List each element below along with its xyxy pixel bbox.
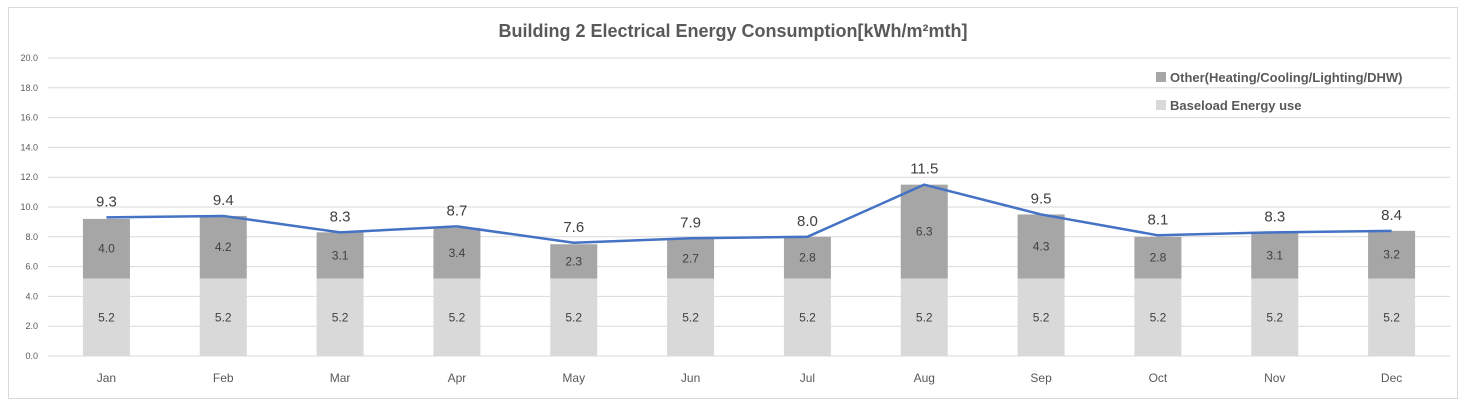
bar-baseload — [667, 278, 715, 356]
chart-title: Building 2 Electrical Energy Consumption… — [498, 21, 967, 41]
bar-other-label: 3.4 — [449, 246, 466, 260]
bar-baseload — [433, 278, 481, 356]
y-tick-label: 4.0 — [25, 291, 38, 301]
x-tick-label: Apr — [448, 371, 467, 385]
bar-other-label: 2.8 — [799, 251, 816, 265]
bar-baseload-label: 5.2 — [1150, 310, 1167, 324]
bar-baseload — [550, 278, 598, 356]
y-tick-label: 0.0 — [25, 351, 38, 361]
legend-swatch-other — [1156, 72, 1166, 82]
total-label: 8.1 — [1147, 211, 1168, 228]
bar-other — [783, 236, 831, 279]
y-tick-label: 6.0 — [25, 262, 38, 272]
x-tick-label: Jul — [800, 371, 815, 385]
bar-other-label: 4.2 — [215, 240, 232, 254]
bar-baseload — [1017, 278, 1065, 356]
chart-frame — [8, 7, 1458, 399]
total-label: 9.5 — [1031, 190, 1052, 207]
total-label: 7.9 — [680, 214, 701, 231]
bar-baseload — [316, 278, 364, 356]
x-tick-label: May — [562, 371, 585, 385]
bar-other — [1134, 236, 1182, 279]
y-tick-label: 10.0 — [20, 202, 38, 212]
bar-baseload-label: 5.2 — [332, 310, 349, 324]
bar-other — [316, 232, 364, 279]
x-tick-label: Nov — [1264, 371, 1285, 385]
x-tick-label: Jun — [681, 371, 700, 385]
bar-other-label: 2.3 — [565, 254, 582, 268]
y-tick-label: 16.0 — [20, 113, 38, 123]
y-tick-label: 20.0 — [20, 53, 38, 63]
total-label: 7.6 — [563, 219, 584, 236]
x-tick-label: Mar — [330, 371, 351, 385]
bar-other-label: 3.1 — [1266, 248, 1283, 262]
bar-baseload-label: 5.2 — [1033, 310, 1050, 324]
total-label: 11.5 — [910, 161, 938, 178]
y-tick-label: 8.0 — [25, 232, 38, 242]
bar-baseload — [1134, 278, 1182, 356]
x-tick-label: Oct — [1149, 371, 1168, 385]
bar-baseload — [900, 278, 948, 356]
bar-other-label: 6.3 — [916, 225, 933, 239]
total-label: 8.3 — [1264, 208, 1285, 225]
bar-baseload — [82, 278, 130, 356]
bar-baseload-label: 5.2 — [916, 310, 933, 324]
y-tick-label: 12.0 — [20, 172, 38, 182]
bar-baseload-label: 5.2 — [799, 310, 816, 324]
bar-other-label: 3.1 — [332, 248, 349, 262]
bar-other — [1017, 214, 1065, 279]
total-label: 8.4 — [1381, 207, 1402, 224]
bar-other — [1251, 232, 1299, 279]
legend-label-baseload: Baseload Energy use — [1170, 98, 1302, 113]
legend-label-other: Other(Heating/Cooling/Lighting/DHW) — [1170, 70, 1403, 85]
bar-baseload-label: 5.2 — [98, 310, 115, 324]
bar-other — [433, 227, 481, 279]
bar-baseload-label: 5.2 — [1383, 310, 1400, 324]
bar-baseload — [1368, 278, 1416, 356]
y-tick-label: 18.0 — [20, 83, 38, 93]
x-tick-label: Sep — [1030, 371, 1052, 385]
bar-other — [900, 184, 948, 279]
bar-other — [1368, 230, 1416, 279]
bar-other-label: 2.7 — [682, 251, 699, 265]
x-tick-label: Aug — [914, 371, 935, 385]
x-tick-label: Jan — [97, 371, 116, 385]
bar-baseload-label: 5.2 — [215, 310, 232, 324]
bar-baseload — [199, 278, 247, 356]
bar-other-label: 3.2 — [1383, 248, 1400, 262]
total-label: 8.3 — [330, 208, 351, 225]
x-tick-label: Feb — [213, 371, 234, 385]
bar-other — [667, 238, 715, 279]
bar-baseload — [1251, 278, 1299, 356]
bar-other-label: 4.0 — [98, 242, 115, 256]
total-label: 9.3 — [96, 193, 117, 210]
bar-baseload-label: 5.2 — [1266, 310, 1283, 324]
bar-other — [550, 244, 598, 279]
legend-swatch-baseload — [1156, 100, 1166, 110]
bar-baseload-label: 5.2 — [565, 310, 582, 324]
y-tick-label: 14.0 — [20, 142, 38, 152]
bar-baseload-label: 5.2 — [449, 310, 466, 324]
total-line — [106, 183, 1392, 245]
total-label: 9.4 — [213, 192, 234, 209]
y-tick-label: 2.0 — [25, 321, 38, 331]
total-label: 8.0 — [797, 213, 818, 230]
x-tick-label: Dec — [1381, 371, 1402, 385]
bar-other-label: 4.3 — [1033, 239, 1050, 253]
bar-baseload-label: 5.2 — [682, 310, 699, 324]
bar-other — [82, 218, 130, 279]
bar-baseload — [783, 278, 831, 356]
bar-other — [199, 215, 247, 279]
total-label: 8.7 — [446, 202, 467, 219]
bar-other-label: 2.8 — [1150, 251, 1167, 265]
